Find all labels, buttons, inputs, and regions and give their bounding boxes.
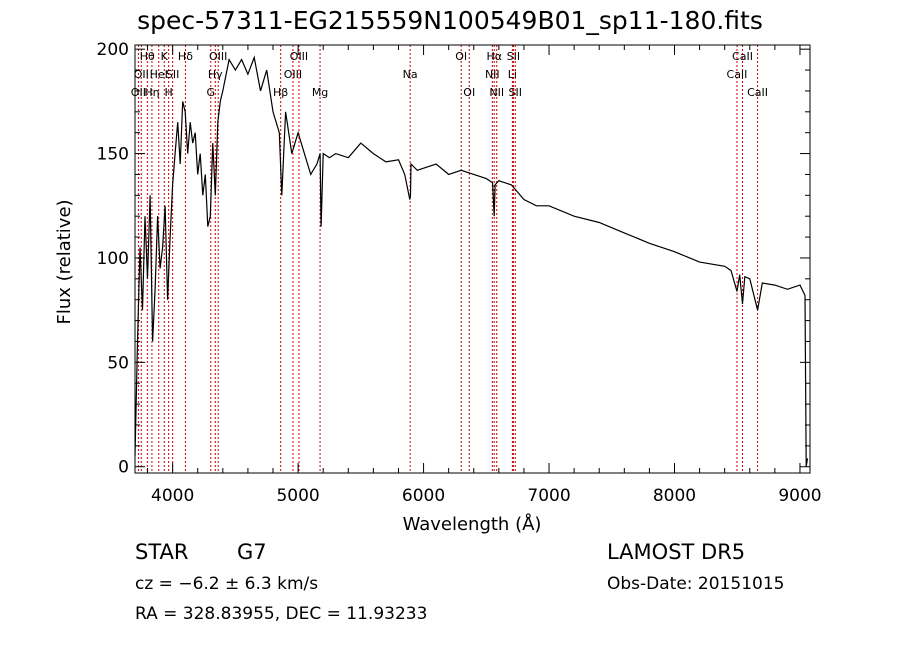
survey-name: LAMOST DR5: [607, 540, 746, 564]
line-marker-label: OI: [455, 50, 467, 63]
x-axis: 4000 5000 6000 7000 8000 9000: [147, 45, 822, 506]
line-marker-label: CaII: [732, 50, 753, 63]
line-marker-label: OIII: [290, 50, 308, 63]
line-marker-label: G: [207, 86, 216, 99]
redshift-value: cz = −6.2 ± 6.3 km/s: [135, 574, 319, 594]
x-tick-label: 6000: [402, 486, 445, 506]
line-marker-label: OIII: [209, 50, 227, 63]
line-marker-label: Hγ: [208, 68, 223, 81]
subclass: G7: [237, 540, 267, 564]
x-axis-label: Wavelength (Å): [403, 513, 542, 535]
line-marker-label: CaII: [747, 86, 768, 99]
line-marker-label: Hβ: [273, 86, 288, 99]
line-markers: [137, 45, 759, 473]
coordinates: RA = 328.83955, DEC = 11.93233: [135, 604, 428, 624]
line-marker-label: Li: [508, 68, 517, 81]
line-marker-label: NII: [485, 68, 500, 81]
chart-title: spec-57311-EG215559N100549B01_sp11-180.f…: [137, 6, 763, 35]
line-marker-label: SII: [166, 68, 179, 81]
plot-frame: [134, 44, 811, 474]
x-tick-label: 7000: [527, 486, 570, 506]
x-tick-label: 9000: [778, 486, 821, 506]
x-tick-label: 8000: [653, 486, 696, 506]
y-axis: 0 50 100 150 200: [97, 40, 810, 478]
x-tick-label: 5000: [276, 486, 319, 506]
line-marker-label: SII: [507, 50, 520, 63]
y-tick-label: 150: [97, 145, 129, 165]
line-marker-label: OI: [463, 86, 475, 99]
line-marker-label: Na: [403, 68, 418, 81]
obs-date: Obs-Date: 20151015: [607, 574, 785, 594]
y-tick-label: 0: [118, 458, 129, 478]
line-marker-label: Hα: [486, 50, 502, 63]
y-tick-label: 50: [107, 353, 129, 373]
line-marker-label: K: [161, 50, 169, 63]
line-marker-label: H: [164, 86, 172, 99]
line-marker-label: NII: [489, 86, 504, 99]
x-tick-label: 4000: [151, 486, 194, 506]
y-tick-label: 100: [97, 249, 129, 269]
line-marker-label: CaII: [727, 68, 748, 81]
object-class: STAR: [135, 540, 189, 564]
y-axis-label: Flux (relative): [54, 199, 75, 324]
line-marker-label: Hη: [144, 86, 159, 99]
line-marker-label: Mg: [312, 86, 328, 99]
line-marker-label: SII: [509, 86, 522, 99]
line-marker-label: Hθ: [140, 50, 155, 63]
spectrum-series: [134, 55, 809, 467]
line-marker-label: Hδ: [178, 50, 193, 63]
y-tick-label: 200: [97, 40, 129, 60]
line-marker-label: OIII: [284, 68, 302, 81]
line-marker-label: HeI: [150, 68, 168, 81]
line-marker-label: OII: [134, 68, 149, 81]
